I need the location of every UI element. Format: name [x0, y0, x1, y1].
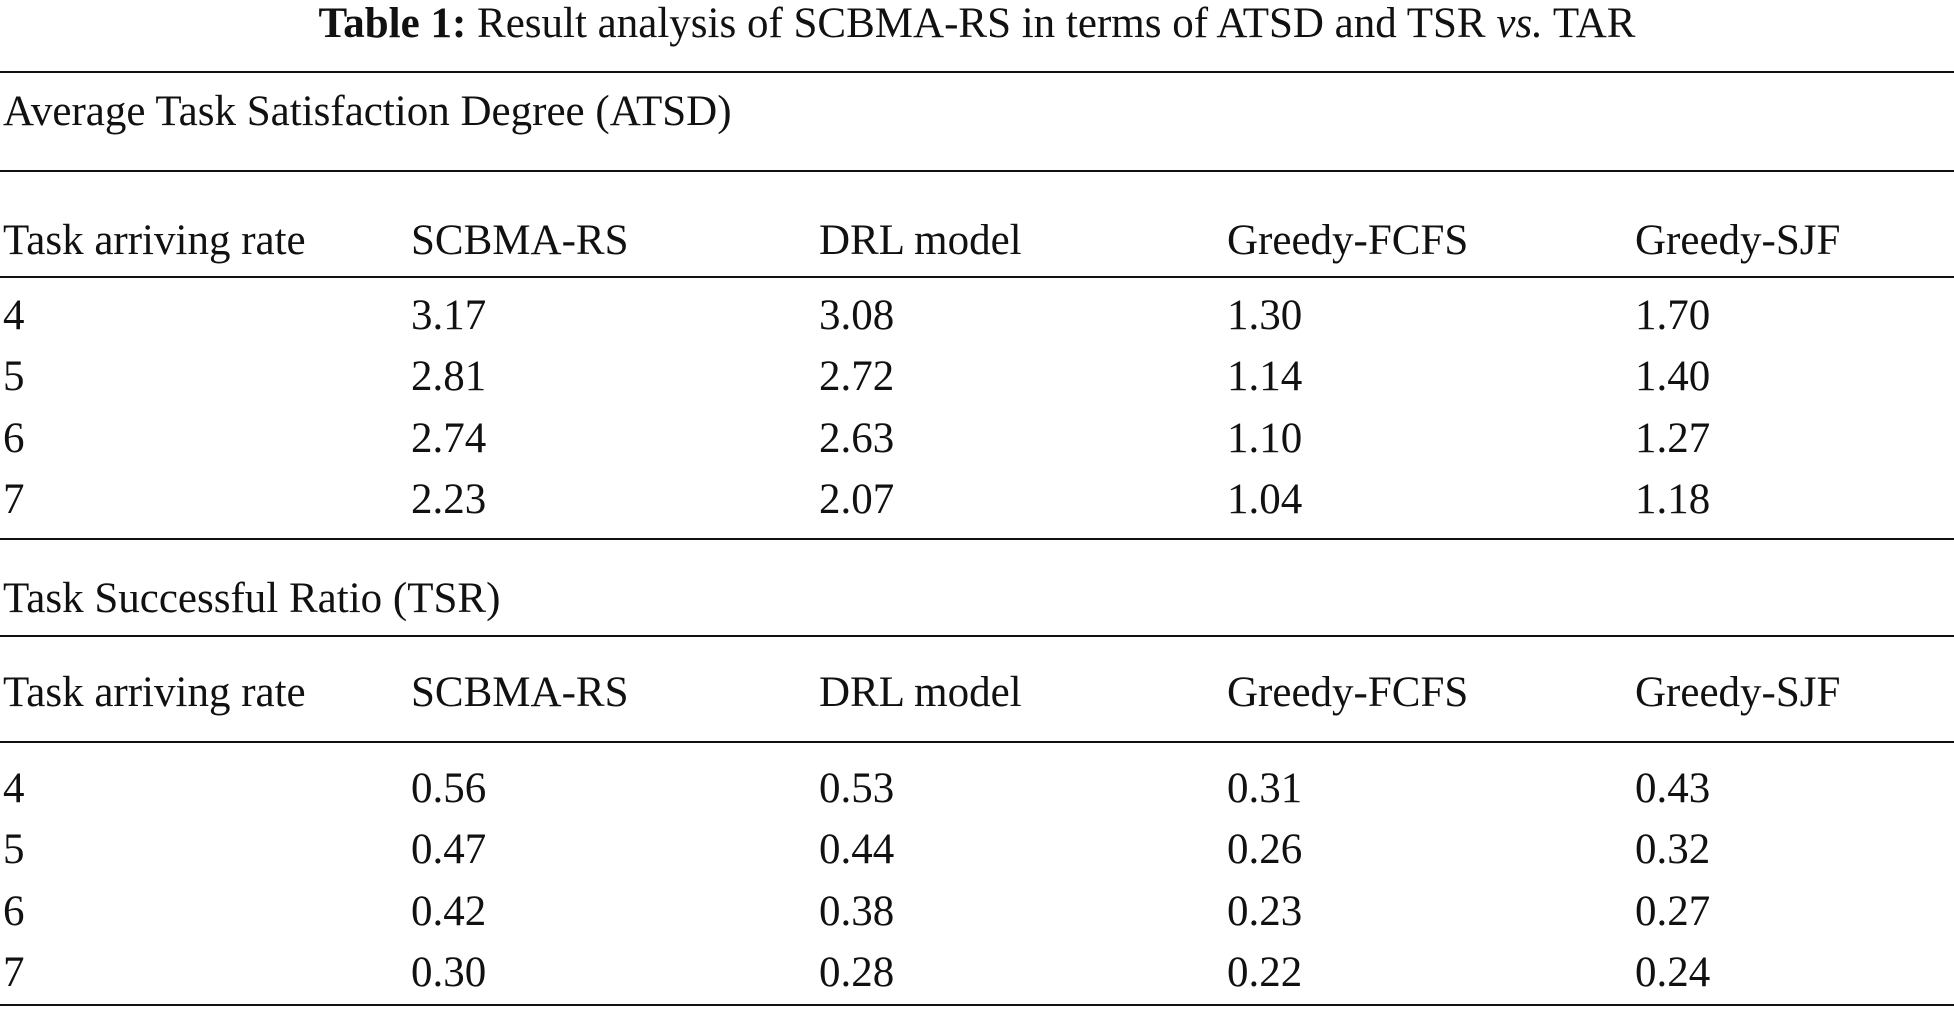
table-row: 4 0.56 0.53 0.31 0.43: [0, 764, 1954, 814]
column-header: Greedy-SJF: [1635, 669, 1841, 716]
section-title-tsr: Task Successful Ratio (TSR): [3, 575, 501, 622]
table-cell: 0.44: [819, 826, 895, 873]
table-cell: 0.53: [819, 765, 895, 812]
table-cell: 0.30: [411, 949, 487, 996]
table-header-row: Task arriving rate SCBMA-RS DRL model Gr…: [0, 216, 1954, 266]
table-row: 5 0.47 0.44 0.26 0.32: [0, 825, 1954, 875]
column-header: DRL model: [819, 669, 1022, 716]
table-row: 4 3.17 3.08 1.30 1.70: [0, 291, 1954, 341]
table-cell: 1.27: [1635, 415, 1711, 462]
table-cell: 4: [3, 292, 25, 339]
section-title-rule: [0, 635, 1954, 637]
caption-label: Table 1:: [318, 0, 467, 47]
section-divider-rule: [0, 538, 1954, 540]
table-cell: 0.22: [1227, 949, 1303, 996]
table-cell: 7: [3, 476, 25, 523]
table-cell: 6: [3, 415, 25, 462]
top-rule: [0, 71, 1954, 73]
table-row: 7 2.23 2.07 1.04 1.18: [0, 475, 1954, 525]
table-cell: 2.63: [819, 415, 895, 462]
table-cell: 0.47: [411, 826, 487, 873]
table-cell: 1.70: [1635, 292, 1711, 339]
table-cell: 4: [3, 765, 25, 812]
header-rule: [0, 741, 1954, 743]
table-cell: 1.40: [1635, 353, 1711, 400]
table-cell: 2.81: [411, 353, 487, 400]
table-row: 6 0.42 0.38 0.23 0.27: [0, 887, 1954, 937]
table-cell: 1.10: [1227, 415, 1303, 462]
table-cell: 3.08: [819, 292, 895, 339]
column-header: Greedy-FCFS: [1227, 217, 1469, 264]
table-cell: 5: [3, 826, 25, 873]
bottom-rule: [0, 1004, 1954, 1006]
caption-text: Result analysis of SCBMA-RS in terms of …: [477, 0, 1486, 47]
table-cell: 0.23: [1227, 888, 1303, 935]
table-cell: 2.72: [819, 353, 895, 400]
column-header: Task arriving rate: [3, 669, 306, 716]
table-cell: 0.38: [819, 888, 895, 935]
table-cell: 0.27: [1635, 888, 1711, 935]
caption-text-end: TAR: [1552, 0, 1636, 47]
column-header: SCBMA-RS: [411, 669, 629, 716]
column-header: DRL model: [819, 217, 1022, 264]
table-cell: 3.17: [411, 292, 487, 339]
table-caption: Table 1: Result analysis of SCBMA-RS in …: [0, 0, 1954, 48]
table-row: 7 0.30 0.28 0.22 0.24: [0, 948, 1954, 998]
table-cell: 0.28: [819, 949, 895, 996]
column-header: Greedy-SJF: [1635, 217, 1841, 264]
caption-vs: vs.: [1496, 0, 1543, 47]
table-cell: 0.32: [1635, 826, 1711, 873]
column-header: SCBMA-RS: [411, 217, 629, 264]
table-cell: 7: [3, 949, 25, 996]
section-title-atsd: Average Task Satisfaction Degree (ATSD): [3, 88, 732, 135]
table-cell: 0.43: [1635, 765, 1711, 812]
table-cell: 0.56: [411, 765, 487, 812]
table-cell: 0.42: [411, 888, 487, 935]
table-cell: 0.24: [1635, 949, 1711, 996]
section-title-rule: [0, 170, 1954, 172]
table-cell: 1.30: [1227, 292, 1303, 339]
table-cell: 2.74: [411, 415, 487, 462]
table-row: 5 2.81 2.72 1.14 1.40: [0, 352, 1954, 402]
table-cell: 0.26: [1227, 826, 1303, 873]
table-row: 6 2.74 2.63 1.10 1.27: [0, 414, 1954, 464]
table-cell: 0.31: [1227, 765, 1303, 812]
table-cell: 2.23: [411, 476, 487, 523]
column-header: Task arriving rate: [3, 217, 306, 264]
table-cell: 1.14: [1227, 353, 1303, 400]
table-cell: 5: [3, 353, 25, 400]
table-cell: 6: [3, 888, 25, 935]
header-rule: [0, 276, 1954, 278]
column-header: Greedy-FCFS: [1227, 669, 1469, 716]
table-cell: 1.04: [1227, 476, 1303, 523]
table-cell: 1.18: [1635, 476, 1711, 523]
table-header-row: Task arriving rate SCBMA-RS DRL model Gr…: [0, 668, 1954, 718]
table-cell: 2.07: [819, 476, 895, 523]
